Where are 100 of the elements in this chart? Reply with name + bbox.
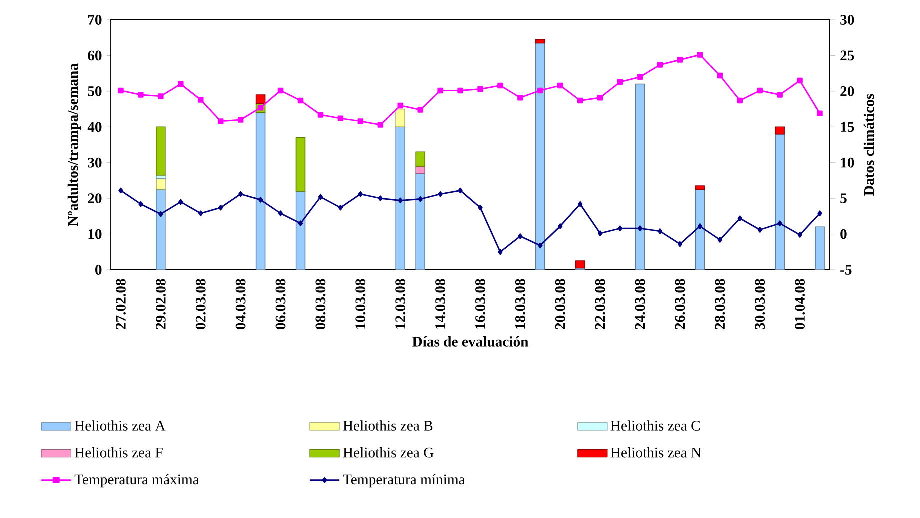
- point: [617, 79, 624, 86]
- point: [358, 191, 363, 198]
- bar: [416, 152, 426, 167]
- x-tick-label: 14.03.08: [436, 279, 446, 329]
- point: [798, 232, 802, 238]
- bar: [695, 189, 706, 270]
- x-tick-label: 10.03.08: [356, 279, 366, 329]
- point: [438, 191, 443, 198]
- point: [138, 201, 144, 208]
- point: [238, 117, 244, 123]
- point: [338, 204, 344, 211]
- bar: [536, 39, 546, 44]
- point: [258, 197, 264, 203]
- point: [658, 228, 663, 234]
- x-tick-label: 04.03.08: [236, 279, 246, 330]
- point: [778, 220, 782, 226]
- y-tick-label: 0: [96, 265, 102, 275]
- y-tick-label: 30: [88, 158, 102, 168]
- point: [398, 198, 403, 204]
- bar: [416, 166, 426, 174]
- y-tick-label: 10: [88, 229, 102, 240]
- x-tick-label: 16.03.08: [476, 279, 486, 329]
- bar: [575, 260, 586, 269]
- point: [278, 88, 284, 94]
- point: [278, 210, 284, 216]
- bar: [156, 126, 166, 176]
- point: [538, 88, 544, 94]
- y2-tick-label: 10: [841, 158, 854, 168]
- point: [198, 210, 204, 216]
- point: [498, 82, 504, 89]
- point: [318, 112, 324, 118]
- point: [677, 57, 684, 63]
- bar: [296, 137, 306, 192]
- legend-label: Heliothis zea G: [343, 447, 434, 458]
- x-tick-label: 06.03.08: [276, 279, 286, 330]
- bar: [156, 178, 166, 190]
- point: [717, 72, 724, 79]
- x-tick-label: 01.04.08: [795, 279, 806, 330]
- x-tick-label: 18.03.08: [515, 279, 526, 329]
- point: [478, 204, 483, 211]
- point: [618, 226, 623, 232]
- point: [118, 188, 124, 194]
- x-tick-label: 08.03.08: [316, 279, 326, 330]
- bar: [815, 226, 825, 270]
- point: [498, 249, 503, 256]
- point: [398, 102, 404, 109]
- bar: [775, 126, 785, 135]
- legend-label: Heliothis zea C: [610, 420, 700, 431]
- point: [777, 92, 783, 98]
- point: [158, 94, 164, 100]
- y2-tick-label: 25: [840, 50, 854, 61]
- point: [758, 227, 762, 233]
- point: [238, 191, 244, 198]
- point: [718, 237, 722, 243]
- point: [558, 224, 563, 230]
- point: [218, 118, 224, 124]
- point: [697, 52, 704, 58]
- y-tick-label: 20: [88, 194, 102, 204]
- y-tick-label: 70: [88, 15, 102, 25]
- point: [418, 107, 424, 113]
- x-tick-label: 28.03.08: [715, 279, 726, 330]
- point: [637, 74, 644, 80]
- point: [438, 88, 444, 94]
- point: [678, 241, 683, 248]
- y2-tick-label: 20: [840, 86, 854, 96]
- legend-label: Temperatura mínima: [343, 474, 466, 488]
- legend-label: Heliothis zea A: [74, 420, 166, 431]
- y-tick-label: 60: [88, 50, 102, 61]
- x-tick-label: 24.03.08: [635, 279, 646, 330]
- x-tick-label: 29.02.08: [156, 279, 166, 330]
- point: [757, 88, 763, 94]
- y2-axis-title: Datos climáticos: [864, 94, 874, 196]
- point: [518, 94, 524, 101]
- point: [138, 92, 144, 98]
- point: [158, 211, 164, 218]
- point: [298, 98, 304, 104]
- point: [738, 216, 742, 222]
- point: [577, 98, 584, 104]
- point: [578, 201, 583, 208]
- x-axis-title: Días de evaluación: [412, 336, 529, 347]
- point: [737, 98, 743, 104]
- point: [657, 62, 664, 68]
- point: [597, 94, 604, 101]
- point: [338, 116, 344, 122]
- point: [638, 226, 643, 232]
- y2-tick-label: 5: [840, 194, 847, 204]
- point: [518, 234, 523, 240]
- x-tick-label: 02.03.08: [196, 279, 206, 330]
- point: [178, 199, 184, 206]
- point: [318, 194, 324, 200]
- point: [258, 104, 264, 111]
- bar: [156, 189, 166, 270]
- point: [818, 210, 822, 216]
- point: [378, 122, 384, 128]
- point: [817, 110, 823, 116]
- point: [378, 196, 383, 202]
- bar: [256, 94, 266, 104]
- point: [218, 204, 224, 211]
- point: [478, 86, 484, 92]
- point: [797, 78, 803, 84]
